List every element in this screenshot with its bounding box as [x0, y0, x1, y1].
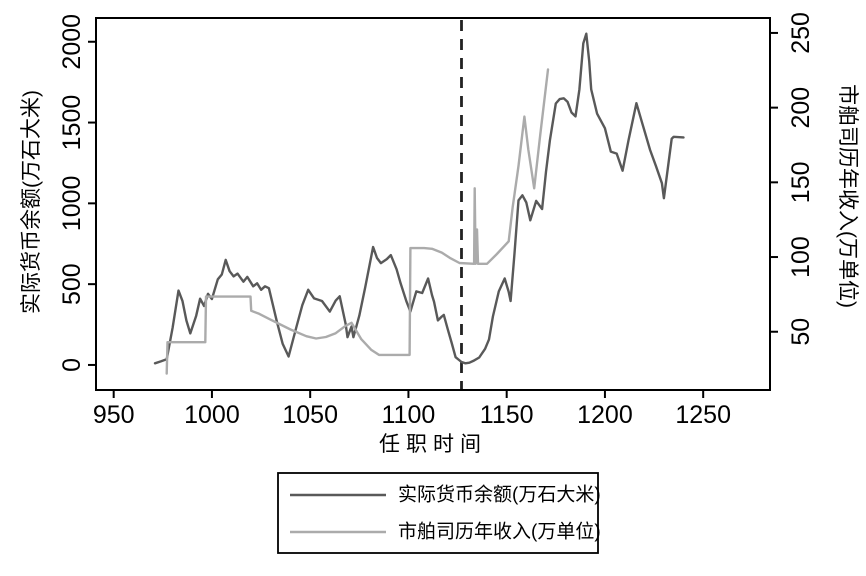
- y-right-tick-label: 200: [787, 87, 815, 129]
- y-right-tick-label: 100: [787, 236, 815, 278]
- x-tick-label: 1050: [282, 401, 338, 429]
- legend-box: [277, 472, 599, 554]
- legend: 实际货币余额(万石大米) 市舶司历年收入(万单位): [277, 472, 601, 554]
- y-left-tick-label: 2000: [58, 14, 86, 70]
- x-tick-label: 1000: [184, 401, 240, 429]
- y-left-tick-label: 500: [58, 263, 86, 305]
- plot-frame: [95, 17, 771, 391]
- x-tick-label: 1100: [382, 401, 436, 429]
- legend-label-maritime-income: 市舶司历年收入(万单位): [398, 521, 601, 543]
- y-right-tick-label: 50: [787, 318, 815, 346]
- x-tick-label: 1250: [675, 401, 731, 429]
- x-axis-title: 任职时间: [379, 433, 487, 456]
- series-maritime-income: [165, 68, 550, 375]
- x-tick-label: 1150: [480, 401, 534, 429]
- y-left-tick-label: 0: [58, 358, 86, 372]
- y-left-tick-label: 1500: [58, 95, 86, 151]
- x-tick-label: 950: [93, 401, 135, 429]
- y-left-axis-title: 实际货币余额(万石大米): [20, 90, 43, 314]
- y-right-tick-label: 250: [787, 12, 815, 54]
- series-layer: [153, 20, 685, 389]
- series-real-money-balance: [153, 32, 685, 365]
- y-left-tick-label: 1000: [58, 176, 86, 232]
- y-left-axis: 0 500 1000 1500 2000: [58, 14, 96, 372]
- y-right-axis-title: 市舶司历年收入(万单位): [836, 84, 859, 308]
- y-right-axis: 50 100 150 200 250: [770, 12, 815, 346]
- x-tick-label: 1200: [577, 401, 633, 429]
- x-axis: 950 1000 1050 1100 1150 1200 1250: [93, 390, 731, 429]
- legend-label-real-money: 实际货币余额(万石大米): [398, 484, 601, 506]
- y-right-tick-label: 150: [787, 161, 815, 203]
